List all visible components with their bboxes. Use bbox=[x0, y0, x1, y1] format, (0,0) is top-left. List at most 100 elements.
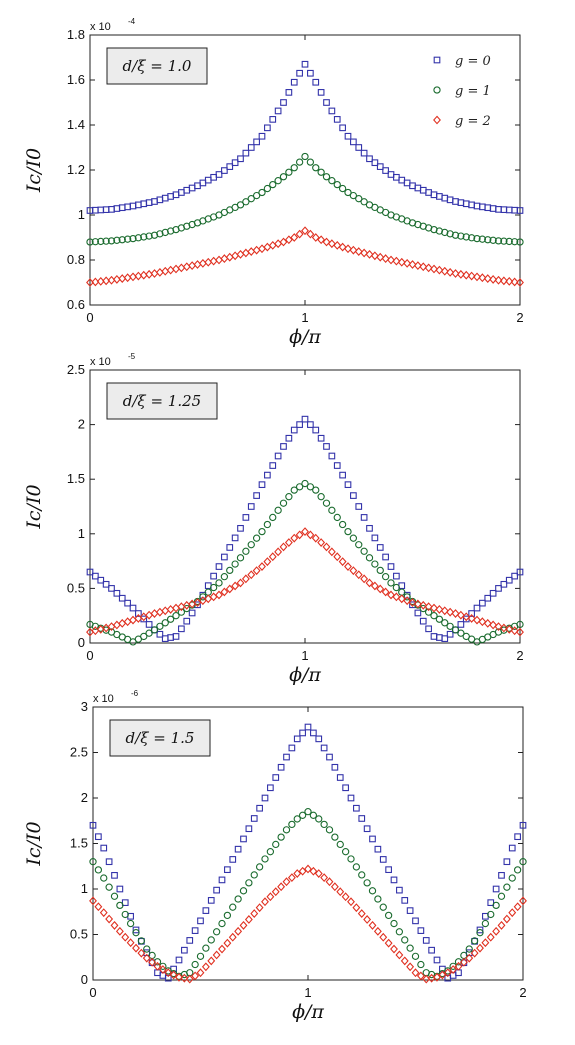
data-point bbox=[430, 191, 438, 199]
data-point bbox=[344, 244, 352, 254]
data-point bbox=[239, 887, 248, 895]
data-point bbox=[102, 580, 110, 588]
data-point bbox=[309, 866, 318, 876]
data-point bbox=[263, 520, 272, 529]
data-point bbox=[508, 874, 516, 882]
data-point bbox=[304, 864, 312, 874]
data-point bbox=[370, 251, 379, 261]
data-point bbox=[201, 962, 210, 972]
data-point bbox=[328, 107, 336, 115]
data-point bbox=[132, 929, 140, 937]
data-point bbox=[516, 627, 524, 637]
data-point bbox=[223, 911, 232, 920]
data-point bbox=[151, 198, 158, 205]
data-point bbox=[325, 826, 334, 834]
data-point bbox=[107, 237, 116, 245]
data-point bbox=[344, 562, 352, 571]
data-point bbox=[218, 944, 226, 954]
data-point bbox=[172, 612, 180, 620]
data-point bbox=[161, 619, 169, 627]
data-point bbox=[505, 206, 513, 214]
data-point bbox=[132, 943, 140, 953]
data-point bbox=[111, 871, 118, 879]
data-point bbox=[344, 527, 352, 536]
data-point bbox=[430, 264, 438, 274]
data-point bbox=[261, 897, 269, 907]
data-point bbox=[333, 116, 341, 123]
panel-label: d/ξ = 1.25 bbox=[123, 392, 201, 410]
data-point bbox=[516, 568, 524, 576]
y-tick-label: 0.5 bbox=[70, 927, 88, 942]
data-point bbox=[298, 811, 307, 819]
data-point bbox=[344, 188, 352, 197]
data-point bbox=[153, 961, 162, 971]
data-point bbox=[210, 173, 217, 181]
data-point bbox=[129, 234, 137, 243]
data-point bbox=[438, 970, 447, 980]
data-point bbox=[419, 186, 427, 194]
data-point bbox=[393, 572, 400, 580]
data-point bbox=[253, 492, 260, 499]
data-point bbox=[478, 617, 487, 627]
data-point bbox=[349, 191, 358, 200]
data-point bbox=[408, 260, 417, 269]
data-point bbox=[476, 929, 484, 937]
axis-multiplier-exponent: -4 bbox=[128, 17, 136, 26]
data-point bbox=[145, 232, 153, 240]
data-point bbox=[197, 917, 204, 925]
data-point bbox=[236, 249, 245, 259]
data-point bbox=[352, 863, 361, 871]
data-point bbox=[483, 274, 492, 283]
data-point bbox=[250, 815, 258, 822]
data-point bbox=[183, 604, 191, 613]
data-point bbox=[215, 590, 223, 600]
data-point bbox=[333, 513, 341, 522]
data-point bbox=[371, 560, 379, 568]
data-point bbox=[382, 553, 389, 561]
data-point bbox=[403, 593, 411, 601]
data-point bbox=[484, 236, 492, 244]
data-point bbox=[494, 237, 503, 245]
data-point bbox=[274, 107, 282, 115]
data-point bbox=[387, 171, 395, 178]
data-point bbox=[500, 580, 508, 588]
data-point bbox=[360, 574, 369, 584]
data-point bbox=[268, 552, 277, 562]
data-point bbox=[436, 634, 443, 641]
data-point bbox=[328, 506, 336, 514]
data-point bbox=[224, 866, 231, 874]
data-point bbox=[417, 960, 425, 969]
data-point bbox=[403, 179, 411, 187]
data-point bbox=[396, 886, 403, 894]
data-point bbox=[293, 869, 302, 878]
data-point bbox=[400, 956, 409, 966]
y-tick-label: 1 bbox=[78, 526, 85, 541]
data-point bbox=[368, 887, 377, 895]
data-point bbox=[355, 195, 363, 203]
x-tick-label: 0 bbox=[86, 648, 93, 663]
data-point bbox=[161, 194, 169, 202]
data-point bbox=[451, 269, 460, 278]
data-point bbox=[403, 596, 412, 606]
data-point bbox=[446, 630, 454, 638]
data-point bbox=[516, 278, 524, 287]
data-point bbox=[299, 729, 306, 737]
data-point bbox=[298, 866, 307, 876]
data-point bbox=[175, 972, 183, 982]
data-point bbox=[202, 907, 210, 914]
data-point bbox=[371, 534, 379, 542]
data-point bbox=[264, 471, 271, 479]
data-point bbox=[456, 269, 465, 279]
data-point bbox=[196, 968, 205, 978]
data-point bbox=[231, 581, 240, 591]
data-point bbox=[172, 633, 180, 640]
data-point bbox=[462, 270, 471, 280]
data-point bbox=[510, 626, 519, 636]
data-point bbox=[353, 804, 360, 812]
data-point bbox=[247, 541, 255, 549]
data-point bbox=[129, 604, 137, 612]
data-point bbox=[478, 273, 487, 283]
data-point bbox=[486, 932, 495, 942]
data-point bbox=[499, 276, 508, 286]
